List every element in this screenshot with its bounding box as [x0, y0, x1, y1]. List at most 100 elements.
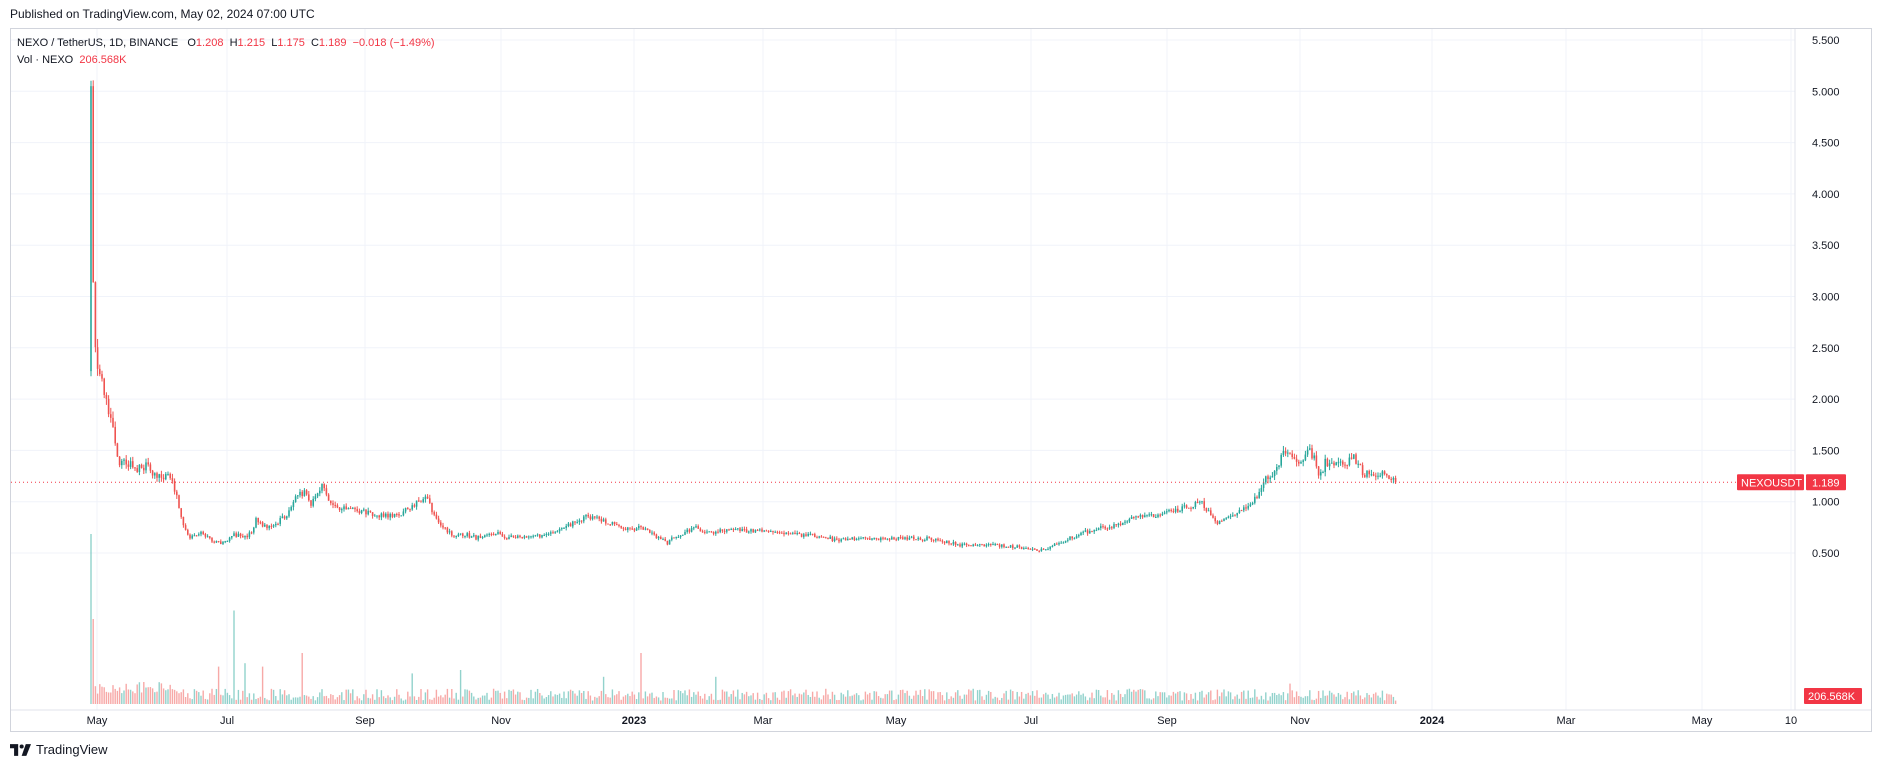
candle-body [726, 529, 728, 532]
volume-bar [1364, 697, 1366, 704]
candle-body [327, 494, 330, 501]
high-value: 1.215 [237, 37, 266, 49]
volume-bar [94, 686, 97, 704]
open-key: O [187, 37, 196, 49]
candle-body [268, 525, 270, 529]
volume-bar [244, 663, 246, 704]
candle-body [987, 544, 990, 546]
candle-body [1254, 496, 1256, 503]
footer-brand[interactable]: TradingView [10, 742, 108, 757]
volume-bar [616, 694, 618, 704]
candle-body [1221, 520, 1223, 522]
candle-body [1053, 543, 1056, 547]
candle-body [1188, 507, 1190, 509]
candle-body [679, 535, 682, 537]
volume-bar [1082, 693, 1084, 704]
volume-bar [1093, 698, 1095, 704]
volume-bar [1245, 698, 1247, 704]
candle-body [552, 532, 554, 534]
candle-body [1095, 530, 1098, 532]
candle-body [948, 540, 950, 544]
candle-body [631, 528, 633, 530]
volume-bar [924, 689, 926, 704]
volume-bar [1007, 699, 1010, 704]
volume-bar [651, 692, 653, 704]
candle-body [1157, 514, 1159, 518]
volume-bar [464, 689, 466, 704]
x-tick-label: Jul [1024, 715, 1038, 727]
volume-bar [772, 692, 774, 704]
volume-bar [847, 690, 849, 704]
volume-bar [1159, 692, 1161, 704]
candle-body [325, 488, 328, 495]
candle-body [1007, 546, 1010, 548]
volume-bar [132, 691, 134, 704]
volume-bar [1229, 692, 1232, 704]
candle-body [734, 529, 737, 531]
symbol-description[interactable]: NEXO / TetherUS, 1D, BINANCE [17, 37, 179, 49]
candle-body [1012, 545, 1014, 548]
candle-body [629, 527, 631, 529]
volume-bar [965, 694, 968, 704]
candle-body [926, 536, 928, 541]
y-tick-label: 4.000 [1812, 189, 1840, 201]
volume-bar [990, 691, 992, 704]
candle-body [822, 536, 825, 538]
chart-frame[interactable] [10, 28, 1872, 732]
candle-body [1223, 518, 1225, 522]
candle-body [827, 537, 829, 539]
candle-body [752, 529, 754, 533]
volume-bar [961, 698, 963, 704]
candle-body [1359, 463, 1362, 466]
candle-body [717, 531, 719, 533]
volume-bar [710, 693, 713, 704]
candle-body [985, 544, 988, 547]
volume-bar [695, 694, 697, 704]
candle-body [937, 538, 939, 541]
candle-body [202, 531, 204, 535]
candle-body [426, 496, 429, 499]
candle-body [675, 536, 677, 538]
volume-bar [1179, 691, 1181, 704]
candle-body [1161, 513, 1164, 516]
candle-body [539, 534, 541, 538]
volume-bar [1359, 695, 1362, 704]
candle-body [532, 535, 534, 537]
volume-bar [1306, 696, 1309, 704]
candle-body [1212, 515, 1214, 518]
volume-bar [261, 666, 264, 704]
volume-label[interactable]: Vol · NEXO [17, 54, 74, 66]
volume-bar [1042, 694, 1045, 704]
candle-body [649, 529, 651, 533]
candle-body [418, 500, 420, 502]
candle-body [710, 531, 713, 533]
volume-bar [396, 689, 398, 704]
candle-body [453, 535, 455, 537]
candle-body [503, 536, 506, 539]
volume-bar [840, 692, 842, 704]
volume-bar [1056, 696, 1058, 704]
volume-bar [1348, 699, 1351, 704]
candle-body [1287, 452, 1289, 454]
volume-bar [497, 690, 499, 704]
volume-bar [941, 695, 944, 704]
volume-bar [1342, 699, 1344, 704]
volume-bar [1075, 694, 1078, 704]
candle-body [869, 538, 871, 540]
candle-body [1335, 462, 1337, 466]
candle-body [1234, 515, 1236, 517]
volume-bar [1071, 693, 1073, 704]
volume-bar [697, 691, 699, 704]
candle-body [198, 534, 200, 536]
volume-bar [385, 698, 387, 704]
volume-bar [1315, 698, 1318, 704]
volume-bar [1009, 689, 1012, 704]
candle-body [763, 530, 765, 532]
candle-body [1251, 502, 1254, 505]
volume-bar [673, 690, 675, 704]
volume-bar [550, 691, 552, 704]
volume-bar [1192, 698, 1194, 704]
volume-bar [176, 691, 178, 704]
volume-bar [393, 696, 396, 704]
